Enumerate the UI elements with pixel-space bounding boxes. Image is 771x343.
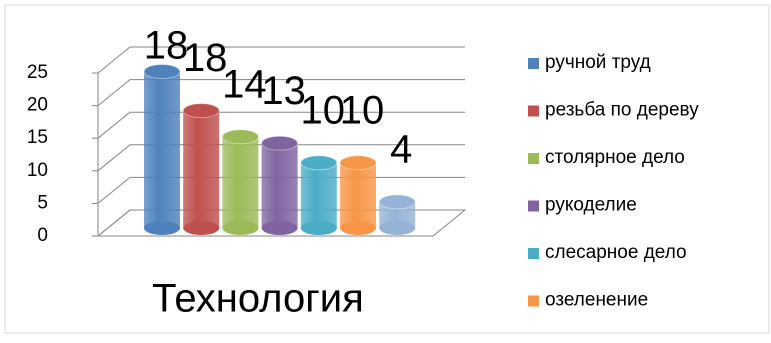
y-tick-label: 15 (27, 127, 48, 148)
legend-marker (528, 105, 539, 117)
legend-label: слесарное дело (545, 242, 687, 263)
bar-top (261, 135, 299, 151)
bar (261, 143, 298, 228)
legend-marker (528, 295, 539, 307)
bar (222, 136, 259, 228)
y-tick-label: 20 (27, 95, 48, 116)
bar-top (378, 194, 416, 210)
chart-title: Технология (152, 277, 364, 321)
bar-top (143, 64, 181, 80)
y-tick-label: 25 (27, 62, 48, 83)
legend-marker (528, 153, 539, 164)
grid-line (97, 79, 465, 106)
bar-top (182, 103, 220, 119)
legend-marker (528, 58, 539, 69)
legend-label: рукоделие (545, 195, 637, 216)
bar-top (339, 155, 377, 171)
y-tick-label: 10 (27, 160, 48, 181)
data-label: 18 (144, 24, 189, 68)
legend-marker (528, 248, 539, 259)
bar (340, 162, 376, 228)
legend-marker (528, 200, 539, 212)
bar (183, 110, 220, 228)
chart-border (4, 4, 770, 334)
bar-top (221, 129, 259, 145)
legend-label: ручной труд (545, 52, 651, 73)
data-label: 10 (301, 88, 346, 132)
bar (300, 162, 337, 228)
legend-label: столярное дело (545, 147, 685, 168)
data-label: 4 (390, 127, 412, 171)
bar-top (300, 155, 338, 171)
grid-line (97, 144, 465, 172)
legend-label: резьба по дереву (545, 100, 699, 121)
grid-line (97, 46, 465, 74)
bar (144, 71, 180, 229)
legend-label: озеленение (545, 290, 648, 311)
data-label: 13 (261, 69, 306, 113)
y-tick-label: 0 (37, 225, 48, 246)
data-label: 18 (183, 36, 228, 80)
y-tick-label: 5 (37, 192, 48, 213)
grid-line (97, 111, 465, 139)
data-label: 14 (222, 62, 267, 106)
data-label: 10 (340, 88, 385, 132)
